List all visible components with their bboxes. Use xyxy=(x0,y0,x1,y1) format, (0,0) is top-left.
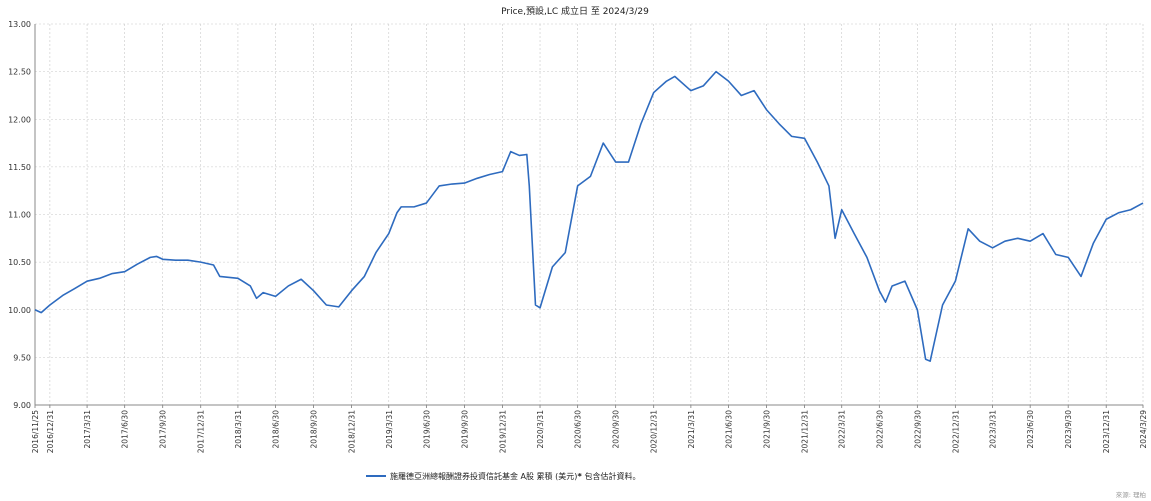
y-tick-label: 9.00 xyxy=(13,401,31,410)
x-tick-label: 2021/9/30 xyxy=(763,410,772,449)
x-tick-label: 2020/3/31 xyxy=(536,410,545,449)
x-tick-label: 2017/12/31 xyxy=(197,410,206,453)
axes xyxy=(34,24,1144,408)
x-tick-label: 2023/9/30 xyxy=(1064,410,1073,449)
x-axis-tick-labels: 2016/11/25 2016/12/31 2017/3/31 2017/6/30 20… xyxy=(31,410,1148,453)
y-axis-tick-labels: 9.00 9.50 10.00 10.50 11.00 11.50 12.00 12.50 13… xyxy=(8,20,31,410)
x-tick-label: 2022/9/30 xyxy=(913,410,922,449)
x-tick-label: 2016/11/25 xyxy=(31,410,40,453)
y-tick-label: 13.00 xyxy=(8,20,31,29)
x-tick-label: 2020/9/30 xyxy=(612,410,621,449)
x-tick-label: 2022/3/31 xyxy=(838,410,847,449)
x-tick-label: 2019/9/30 xyxy=(460,410,469,449)
x-tick-label: 2020/12/31 xyxy=(650,410,659,453)
x-tick-label: 2024/3/29 xyxy=(1139,410,1148,449)
x-tick-label: 2019/6/30 xyxy=(422,410,431,449)
x-tick-label: 2017/9/30 xyxy=(159,410,168,449)
x-tick-label: 2017/6/30 xyxy=(121,410,130,449)
grid-lines xyxy=(34,23,1144,406)
legend-footnote: * 包含估計資料。 xyxy=(578,471,641,481)
chart-title: Price,預設,LC 成立日 至 2024/3/29 xyxy=(501,5,649,17)
y-tick-label: 10.00 xyxy=(8,306,31,315)
series-lines xyxy=(34,70,1144,362)
series-line xyxy=(34,70,1144,362)
legend: 施羅德亞洲總報酬證券投資信託基金 A股 累積 (美元)* * 包含估計資料。 xyxy=(366,471,641,481)
x-tick-label: 2023/3/31 xyxy=(989,410,998,449)
x-tick-label: 2017/3/31 xyxy=(83,410,92,449)
y-tick-label: 11.00 xyxy=(8,211,31,220)
y-tick-label: 12.50 xyxy=(8,68,31,77)
x-tick-label: 2023/6/30 xyxy=(1026,410,1035,449)
x-tick-label: 2019/12/31 xyxy=(498,410,507,453)
x-tick-label: 2019/3/31 xyxy=(385,410,394,449)
x-tick-label: 2020/6/30 xyxy=(574,410,583,449)
x-tick-label: 2022/6/30 xyxy=(875,410,884,449)
x-tick-label: 2018/6/30 xyxy=(272,410,281,449)
x-tick-label: 2018/12/31 xyxy=(348,410,357,453)
source-note: 來源: 理柏 xyxy=(1116,490,1146,499)
y-tick-label: 12.00 xyxy=(8,115,31,124)
y-tick-label: 11.50 xyxy=(8,163,31,172)
x-tick-label: 2022/12/31 xyxy=(951,410,960,453)
x-tick-label: 2018/9/30 xyxy=(310,410,319,449)
x-tick-label: 2021/12/31 xyxy=(801,410,810,453)
y-tick-label: 9.50 xyxy=(13,353,31,362)
x-tick-label: 2021/3/31 xyxy=(687,410,696,449)
x-tick-label: 2023/12/31 xyxy=(1102,410,1111,453)
y-tick-label: 10.50 xyxy=(8,258,31,267)
x-tick-label: 2016/12/31 xyxy=(46,410,55,453)
legend-label: 施羅德亞洲總報酬證券投資信託基金 A股 累積 (美元)* xyxy=(390,471,581,481)
x-tick-label: 2018/3/31 xyxy=(234,410,243,449)
x-tick-label: 2021/6/30 xyxy=(724,410,733,449)
